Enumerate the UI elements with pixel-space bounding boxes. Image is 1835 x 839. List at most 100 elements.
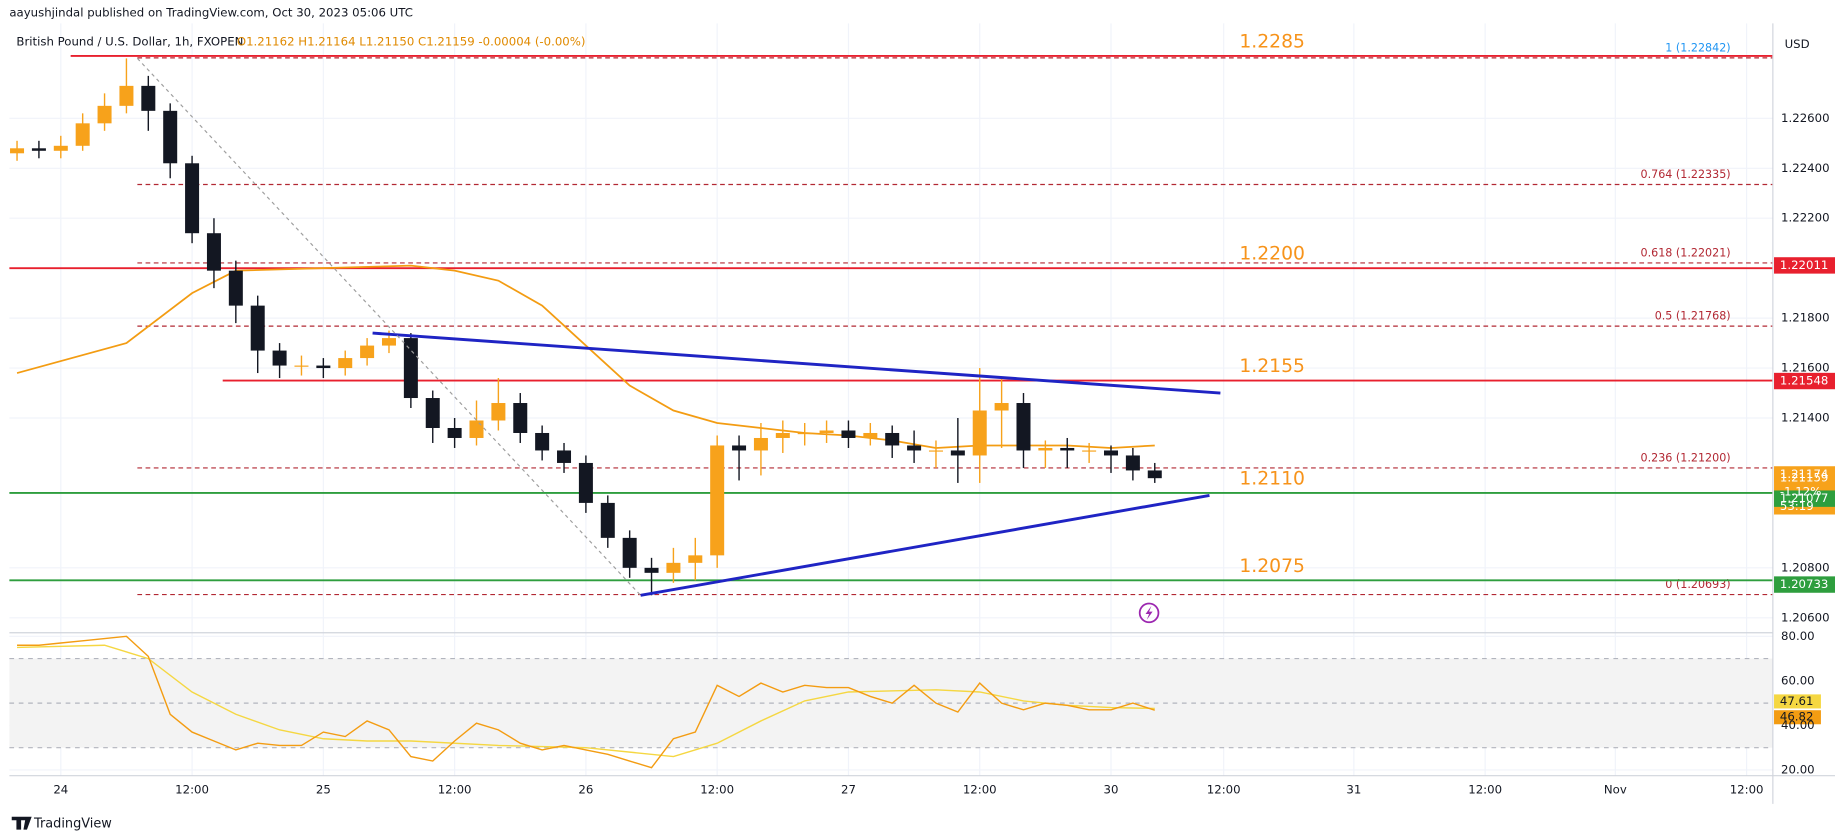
candle-body <box>535 432 550 451</box>
candle-body <box>228 270 243 306</box>
candle-body <box>622 537 637 568</box>
candle-body <box>688 555 703 563</box>
candle-body <box>1147 470 1162 479</box>
candle-body <box>907 445 922 451</box>
y-tick-label: 20.00 <box>1781 762 1815 776</box>
candle-body <box>1125 455 1140 471</box>
candle-body <box>1038 447 1053 451</box>
symbol-title: British Pound / U.S. Dollar, 1h, FXOPEN <box>16 35 243 49</box>
price-badge-label: 1.20733 <box>1780 577 1828 591</box>
candle-body <box>119 85 134 106</box>
candle-body <box>163 110 178 164</box>
candle-body <box>250 305 265 351</box>
candle-body <box>863 432 878 438</box>
candle-body <box>600 502 615 538</box>
fib-label: 0.236 (1.21200) <box>1641 452 1731 465</box>
candle-body <box>31 148 46 151</box>
candle-body <box>557 450 572 463</box>
candle-body <box>513 403 528 433</box>
candle-body <box>338 358 353 369</box>
candle-body <box>732 445 747 451</box>
y-tick-label: 1.21800 <box>1781 311 1829 325</box>
y-tick-label: 1.20800 <box>1781 560 1829 574</box>
price-badge <box>1774 490 1835 507</box>
brand: TradingView <box>33 816 112 831</box>
price-badge-label: 1.22011 <box>1780 258 1828 272</box>
candle-body <box>75 123 90 146</box>
fib-label: 1 (1.22842) <box>1665 42 1730 55</box>
candle-body <box>294 365 309 367</box>
trendline <box>372 331 1221 395</box>
candle-body <box>819 430 834 433</box>
x-tick-label: 12:00 <box>1468 782 1502 796</box>
y-tick-label: 1.21600 <box>1781 361 1829 375</box>
candle-body <box>316 365 331 369</box>
candle-body <box>425 398 440 428</box>
x-tick-label: 12:00 <box>175 782 209 796</box>
y-tick-label: 1.22400 <box>1781 161 1829 175</box>
x-tick-label: Nov <box>1604 782 1627 796</box>
candle-body <box>185 163 200 234</box>
fib-label: 0 (1.20693) <box>1665 578 1730 591</box>
candle-body <box>469 420 484 438</box>
candle-body <box>272 350 287 366</box>
candle-body <box>97 105 112 124</box>
brand-logo <box>11 816 32 830</box>
event-icon-bolt <box>1145 605 1153 620</box>
candle-body <box>644 567 659 573</box>
y-tick-label: 1.20600 <box>1781 610 1829 624</box>
rsi-badge-label: 46.82 <box>1780 710 1814 724</box>
candle-body <box>491 403 506 421</box>
candle-body <box>775 432 790 438</box>
level-label: 1.2285 <box>1239 31 1305 52</box>
candle-body <box>753 437 768 451</box>
y-tick-label: 60.00 <box>1781 673 1815 687</box>
fib-trend <box>136 57 642 596</box>
candle-body <box>381 338 396 346</box>
y-tick-label: 80.00 <box>1781 629 1815 643</box>
candle-body <box>1060 447 1075 451</box>
candle-body <box>950 450 965 456</box>
candle-body <box>360 345 375 359</box>
candle-body <box>994 403 1009 411</box>
y-tick-label: 1.22600 <box>1781 111 1829 125</box>
price-badge <box>1774 257 1835 274</box>
candle-body <box>1082 450 1097 452</box>
rsi-ma <box>17 644 1155 758</box>
rsi-badge <box>1774 694 1821 709</box>
x-tick-label: 12:00 <box>1207 782 1241 796</box>
fib-label: 0.764 (1.22335) <box>1641 168 1731 181</box>
ohlc-legend: O1.21162 H1.21164 L1.21150 C1.21159 -0.0… <box>237 35 586 49</box>
candle-body <box>797 432 812 435</box>
level-label: 1.2110 <box>1239 468 1305 489</box>
fib-label: 0.618 (1.22021) <box>1641 247 1731 260</box>
candle-body <box>403 338 418 399</box>
x-tick-label: 12:00 <box>700 782 734 796</box>
event-icon[interactable] <box>1138 602 1160 624</box>
candle-body <box>141 85 156 111</box>
price-badge-label: 1.21159 <box>1780 471 1828 485</box>
candle-body <box>885 432 900 446</box>
rsi-badge-label: 47.61 <box>1780 694 1814 708</box>
price-badge <box>1774 372 1835 390</box>
trendline <box>640 493 1210 597</box>
price-badge-label: 1.21174 <box>1780 467 1828 481</box>
price-badge <box>1774 576 1835 593</box>
x-tick-label: 12:00 <box>963 782 997 796</box>
x-tick-label: 27 <box>841 782 856 796</box>
price-badge-label: 1.21077 <box>1780 491 1828 505</box>
level-label: 1.2075 <box>1239 556 1305 577</box>
candle-body <box>710 445 725 556</box>
price-badge-label: 1.21548 <box>1780 374 1828 388</box>
moving-average <box>16 264 1155 449</box>
y-tick-label: 1.21400 <box>1781 411 1829 425</box>
y-tick-label: 40.00 <box>1781 718 1815 732</box>
x-tick-label: 26 <box>578 782 593 796</box>
candle-body <box>447 427 462 438</box>
fib-label: 0.5 (1.21768) <box>1655 310 1731 323</box>
candle-body <box>206 233 221 271</box>
candle-body <box>972 410 987 456</box>
x-tick-label: 12:00 <box>438 782 472 796</box>
candle-body <box>1016 403 1031 451</box>
